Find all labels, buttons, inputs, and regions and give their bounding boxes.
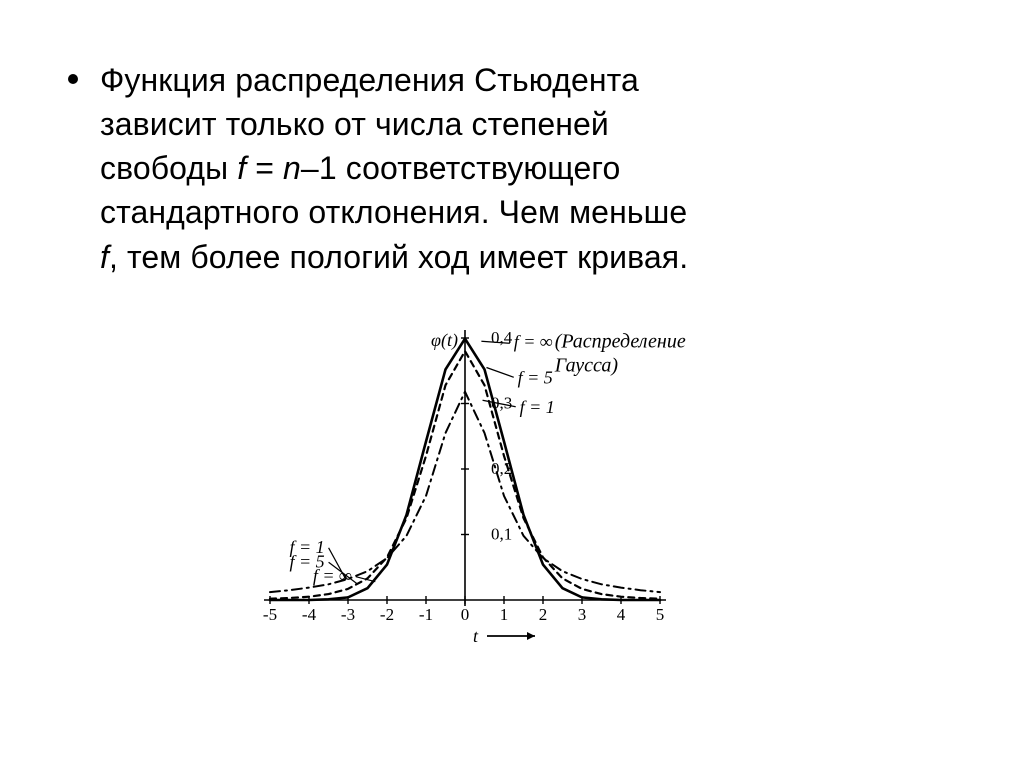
text-line-4: стандартного отклонения. Чем меньше [100,194,687,230]
svg-text:4: 4 [617,605,626,624]
text-line-5: , тем более пологий ход имеет кривая. [109,239,688,275]
svg-text:(Распределение: (Распределение [555,330,686,352]
text-eq: = [246,150,283,186]
svg-text:Гаусса): Гаусса) [554,354,619,376]
svg-text:f = 1: f = 1 [520,397,555,417]
svg-text:-4: -4 [302,605,317,624]
var-f: f [237,150,246,186]
svg-text:0: 0 [461,605,470,624]
svg-text:f = 5: f = 5 [518,367,553,387]
var-n: n [283,150,301,186]
svg-text:5: 5 [656,605,665,624]
svg-text:0,4: 0,4 [491,328,513,347]
text-line-1: Функция распределения Стьюдента [100,62,639,98]
svg-text:f = ∞: f = ∞ [514,331,553,351]
chart-svg: -5-4-3-2-10123450,10,20,30,4φ(t)tf = ∞(Р… [230,320,830,660]
bullet-item: Функция распределения Стьюдента зависит … [0,58,1024,279]
var-f2: f [100,239,109,275]
svg-text:-3: -3 [341,605,355,624]
svg-text:f = ∞: f = ∞ [313,566,352,586]
slide: Функция распределения Стьюдента зависит … [0,0,1024,768]
svg-text:-5: -5 [263,605,277,624]
svg-text:0,1: 0,1 [491,525,512,544]
text-line-3b: –1 соответствующего [301,150,620,186]
svg-text:3: 3 [578,605,587,624]
bullet-dot-icon [68,74,78,84]
text-line-3a: свободы [100,150,237,186]
svg-text:2: 2 [539,605,548,624]
svg-text:-2: -2 [380,605,394,624]
svg-text:φ(t): φ(t) [431,330,458,351]
student-distribution-chart: -5-4-3-2-10123450,10,20,30,4φ(t)tf = ∞(Р… [230,320,830,660]
svg-text:1: 1 [500,605,509,624]
text-line-2: зависит только от числа степеней [100,106,609,142]
svg-text:t: t [473,626,479,646]
body-text: Функция распределения Стьюдента зависит … [100,58,688,279]
svg-text:-1: -1 [419,605,433,624]
